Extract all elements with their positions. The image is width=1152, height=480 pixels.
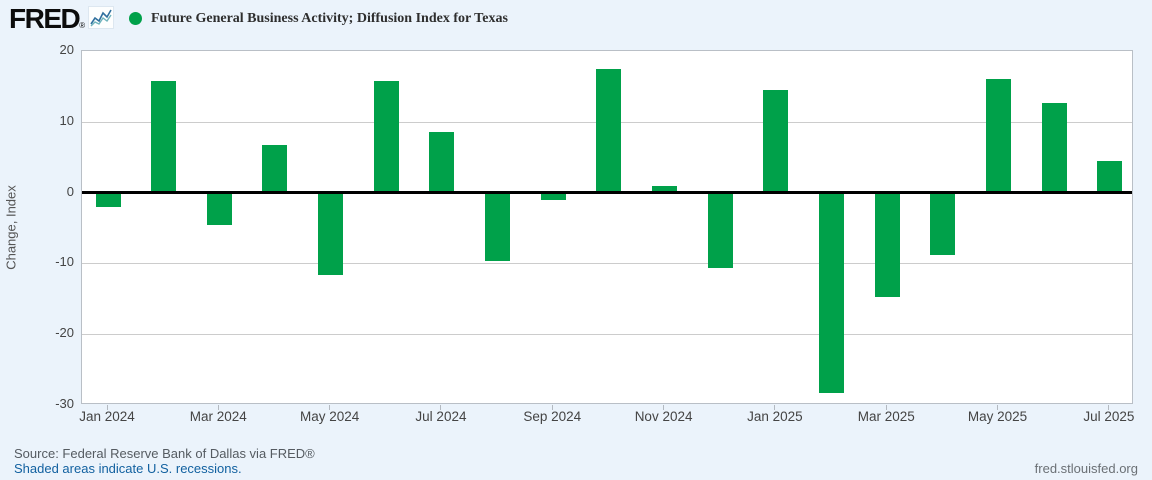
x-tick-mark (997, 405, 999, 410)
y-tick-label: -10 (55, 254, 74, 270)
bar-sep-2024 (540, 192, 566, 200)
y-axis-title: Change, Index (3, 185, 19, 270)
x-tick-label: Jan 2025 (747, 409, 803, 424)
x-tick-mark (663, 405, 665, 410)
bar-oct-2024 (596, 69, 622, 193)
x-tick-label: Nov 2024 (634, 409, 693, 424)
y-tick-label: -20 (55, 325, 74, 341)
x-tick-mark (551, 405, 553, 410)
source-text: Source: Federal Reserve Bank of Dallas v… (14, 446, 315, 461)
x-tick-mark (106, 405, 108, 410)
bar-jul-2025 (1097, 161, 1123, 193)
zero-line (82, 191, 1132, 195)
bar-nov-2024 (652, 185, 678, 193)
fred-logo: FRED® (9, 3, 86, 34)
gridline (82, 263, 1132, 265)
bar-apr-2025 (930, 192, 956, 255)
recessions-link[interactable]: Shaded areas indicate U.S. recessions. (14, 461, 242, 476)
gridline (82, 334, 1132, 336)
bar-jan-2024 (95, 192, 121, 207)
bar-apr-2024 (262, 145, 288, 193)
bar-mar-2024 (206, 192, 232, 226)
bar-aug-2024 (485, 192, 511, 262)
bar-may-2024 (318, 192, 344, 276)
bar-jun-2025 (1041, 102, 1067, 193)
bar-feb-2025 (819, 192, 845, 393)
fred-sparkline-icon (88, 6, 114, 29)
x-tick-label: May 2025 (967, 409, 1028, 424)
y-tick-label: -30 (55, 396, 74, 411)
x-tick-mark (440, 405, 442, 410)
y-tick-label: 0 (66, 183, 74, 199)
x-tick-label: Jul 2025 (1083, 409, 1135, 424)
x-tick-mark (774, 405, 776, 410)
y-tick-label: 20 (59, 42, 74, 57)
bar-may-2025 (986, 78, 1012, 193)
x-tick-mark (329, 405, 331, 410)
bar-jan-2025 (763, 89, 789, 193)
bar-jul-2024 (429, 131, 455, 193)
x-tick-label: Sep 2024 (523, 409, 582, 424)
x-tick-mark (217, 405, 219, 410)
x-tick-label: Jan 2024 (79, 409, 135, 424)
chart-title: Future General Business Activity; Diffus… (151, 11, 508, 26)
registered-mark: ® (79, 21, 86, 30)
x-tick-label: May 2024 (299, 409, 360, 424)
site-url-text: fred.stlouisfed.org (1034, 461, 1138, 476)
plot-area (81, 50, 1133, 404)
x-tick-mark (885, 405, 887, 410)
x-tick-label: Mar 2024 (189, 409, 247, 424)
x-tick-mark (1108, 405, 1110, 410)
chart-header: FRED® Future General Business Activity; … (0, 0, 1152, 34)
y-tick-label: 10 (59, 112, 74, 128)
bar-dec-2024 (707, 192, 733, 269)
x-tick-label: Mar 2025 (857, 409, 915, 424)
x-tick-label: Jul 2024 (415, 409, 467, 424)
bar-jun-2024 (373, 81, 399, 193)
series-legend-dot-icon (129, 12, 142, 25)
bar-feb-2024 (151, 80, 177, 193)
bar-mar-2025 (874, 192, 900, 297)
